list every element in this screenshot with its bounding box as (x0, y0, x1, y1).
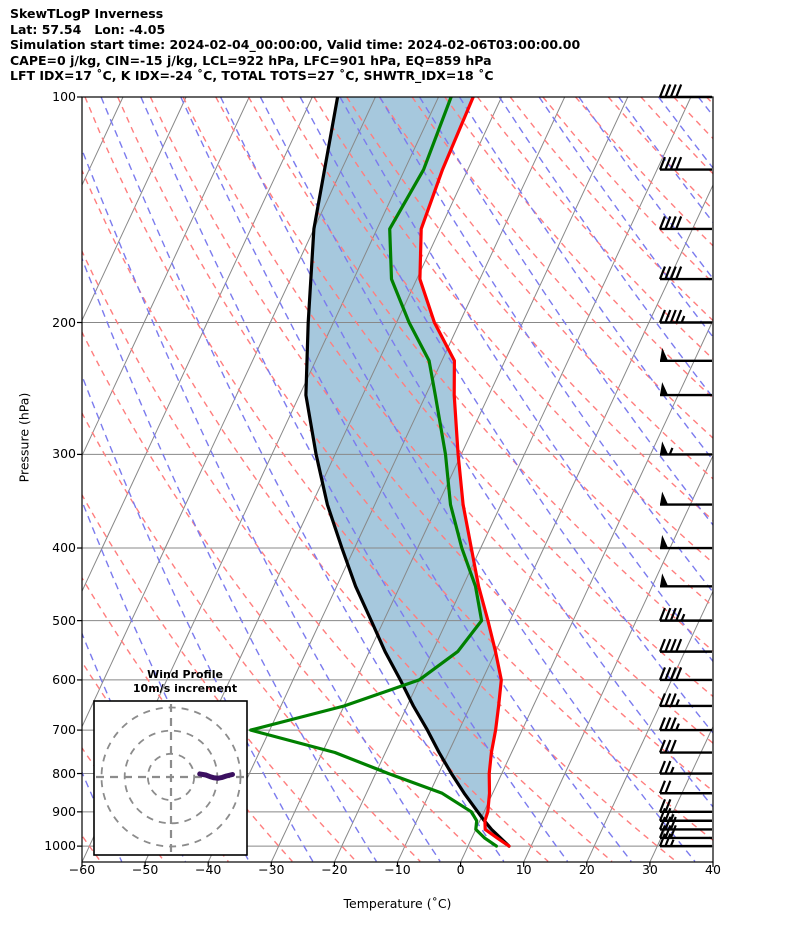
wind-barb (658, 807, 712, 822)
pressure-tick-label: 400 (52, 540, 76, 556)
wind-barb (660, 491, 712, 506)
temperature-tick-label: −50 (131, 862, 159, 877)
x-axis-ticks: −60 −50 −40 −30 −20 −10 0 10 20 30 40 (0, 862, 794, 892)
temperature-tick-label: −60 (68, 862, 96, 877)
wind-barb (658, 780, 712, 795)
stability-indices-2: LFT IDX=17 ˚C, K IDX=-24 ˚C, TOTAL TOTS=… (10, 68, 494, 84)
cape-shaded-region (305, 97, 509, 847)
figure-title: SkewTLogP Inverness (10, 6, 164, 21)
axis-tick-marks (77, 96, 714, 867)
pressure-tick-label: 200 (52, 314, 76, 330)
temperature-tick-label: 0 (456, 862, 465, 877)
wind-barb (658, 667, 712, 682)
wind-barb (658, 760, 712, 775)
mixing-ratio-lines (82, 97, 713, 862)
station-coordinates: Lat: 57.54 Lon: -4.05 (10, 21, 166, 37)
wind-barb (658, 607, 712, 622)
wind-barb (658, 798, 712, 814)
temperature-tick-label: −20 (321, 862, 348, 877)
wind-barb (658, 156, 712, 171)
pressure-tick-label: 1000 (44, 838, 76, 854)
wind-barb (658, 739, 712, 754)
pressure-tick-label: 900 (52, 803, 76, 819)
dry-adiabat-lines (82, 97, 713, 862)
x-axis-label: Temperature (˚C) (343, 896, 452, 911)
y-axis-ticks: 100 200 300 400 500 600 700 800 900 1000 (0, 0, 76, 937)
dewpoint-trace (249, 97, 498, 848)
hodograph-inset (93, 700, 248, 856)
parcel-trace (304, 97, 511, 848)
simulation-times: Simulation start time: 2024-02-04_00:00:… (10, 37, 581, 53)
wind-barb (658, 266, 712, 281)
pressure-tick-label: 700 (52, 722, 76, 738)
temperature-tick-label: 40 (705, 862, 721, 877)
inset-title-line2: 10m/s increment (132, 681, 238, 695)
temperature-tick-label: 20 (578, 862, 595, 877)
temperature-trace (418, 97, 511, 848)
pressure-tick-label: 600 (52, 671, 76, 687)
wind-barb (660, 347, 712, 363)
temperature-tick-label: −10 (384, 862, 411, 877)
temperature-tick-label: 10 (515, 862, 532, 877)
wind-barb (658, 309, 712, 324)
pressure-tick-label: 100 (52, 89, 76, 104)
temperature-tick-label: 30 (641, 862, 658, 877)
wind-barb (658, 693, 712, 708)
wind-barb (660, 441, 712, 456)
wind-barb (658, 84, 712, 99)
wind-barb (658, 638, 712, 653)
stability-indices-1: CAPE=0 j/kg, CIN=-15 j/kg, LCL=922 hPa, … (10, 52, 492, 68)
hodograph-trace (197, 771, 235, 781)
wind-barb (660, 535, 712, 550)
wind-profile-inset-title: Wind Profile 10m/s increment (100, 668, 270, 695)
wind-barb (658, 833, 712, 848)
inset-title-line1: Wind Profile (147, 668, 223, 681)
wind-barb (658, 717, 712, 732)
pressure-tick-label: 300 (52, 446, 76, 462)
temperature-tick-label: −40 (194, 862, 222, 877)
wind-barb (660, 573, 712, 588)
wind-barb (658, 816, 712, 831)
wind-barb (660, 382, 712, 397)
pressure-tick-label: 500 (52, 612, 76, 628)
wind-barb (658, 824, 712, 840)
figure-header: SkewTLogP Inverness Lat: 57.54 Lon: -4.0… (10, 6, 780, 84)
wind-barb (658, 216, 712, 231)
temperature-tick-label: −30 (258, 862, 285, 877)
pressure-tick-label: 800 (52, 765, 76, 781)
wind-barbs (658, 84, 712, 848)
